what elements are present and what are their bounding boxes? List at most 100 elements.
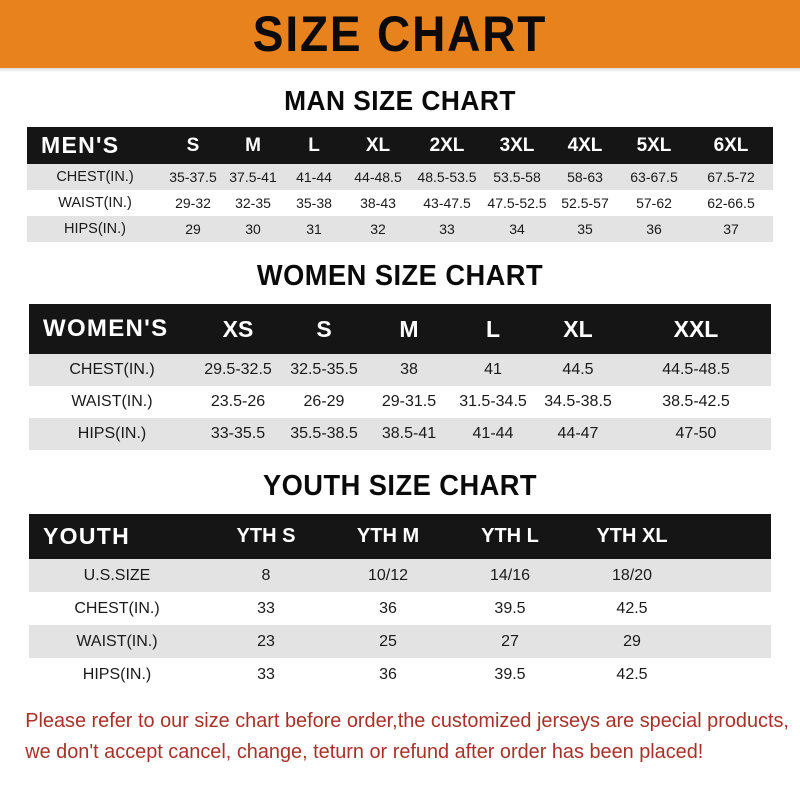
youth-cell: 42.5 xyxy=(571,658,693,691)
men-cell: 52.5-57 xyxy=(551,190,619,216)
men-cell: 34 xyxy=(483,216,551,242)
men-header-label: MEN'S xyxy=(27,127,163,164)
women-cell: 31.5-34.5 xyxy=(451,386,535,418)
women-cell: 33-35.5 xyxy=(195,418,281,450)
men-cell: 57-62 xyxy=(619,190,689,216)
men-cell: 35-37.5 xyxy=(163,164,223,190)
youth-cell: 33 xyxy=(205,658,327,691)
men-cell: 62-66.5 xyxy=(689,190,773,216)
men-cell: 29 xyxy=(163,216,223,242)
men-header-row: MEN'S S M L XL 2XL 3XL 4XL 5XL 6XL xyxy=(27,127,773,164)
table-row: CHEST(IN.) 33 36 39.5 42.5 xyxy=(29,592,771,625)
men-cell: 67.5-72 xyxy=(689,164,773,190)
women-cell: 38 xyxy=(367,354,451,386)
men-cell: 43-47.5 xyxy=(411,190,483,216)
men-size-table: MEN'S S M L XL 2XL 3XL 4XL 5XL 6XL CHEST… xyxy=(27,127,773,242)
men-col-header: 6XL xyxy=(689,127,773,164)
page-title: SIZE CHART xyxy=(252,6,548,62)
men-cell: 29-32 xyxy=(163,190,223,216)
youth-cell-filler xyxy=(693,625,771,658)
table-row: HIPS(IN.) 33-35.5 35.5-38.5 38.5-41 41-4… xyxy=(29,418,771,450)
women-cell: 44-47 xyxy=(535,418,621,450)
table-row: WAIST(IN.) 23 25 27 29 xyxy=(29,625,771,658)
men-col-header: 5XL xyxy=(619,127,689,164)
table-row: HIPS(IN.) 33 36 39.5 42.5 xyxy=(29,658,771,691)
women-cell: 32.5-35.5 xyxy=(281,354,367,386)
youth-cell-filler xyxy=(693,658,771,691)
men-cell: 32 xyxy=(345,216,411,242)
youth-cell: 36 xyxy=(327,592,449,625)
youth-cell: 36 xyxy=(327,658,449,691)
youth-cell: 42.5 xyxy=(571,592,693,625)
men-cell: 35-38 xyxy=(283,190,345,216)
table-row: U.S.SIZE 8 10/12 14/16 18/20 xyxy=(29,559,771,592)
women-col-header: XXL xyxy=(621,304,771,354)
women-cell: 38.5-41 xyxy=(367,418,451,450)
banner-shadow xyxy=(0,68,800,72)
youth-cell: 14/16 xyxy=(449,559,571,592)
disclaimer-line-1: Please refer to our size chart before or… xyxy=(25,709,789,732)
women-cell: 23.5-26 xyxy=(195,386,281,418)
youth-col-header: YTH L xyxy=(449,514,571,559)
men-cell: 47.5-52.5 xyxy=(483,190,551,216)
men-cell: 48.5-53.5 xyxy=(411,164,483,190)
youth-cell: 29 xyxy=(571,625,693,658)
women-section: WOMEN SIZE CHART WOMEN'S XS S M L XL XXL… xyxy=(0,260,800,450)
men-cell: 44-48.5 xyxy=(345,164,411,190)
youth-header-row: YOUTH YTH S YTH M YTH L YTH XL xyxy=(29,514,771,559)
women-cell: 41 xyxy=(451,354,535,386)
men-cell: 53.5-58 xyxy=(483,164,551,190)
women-cell: 29.5-32.5 xyxy=(195,354,281,386)
women-header-label: WOMEN'S xyxy=(29,304,195,354)
men-cell: 30 xyxy=(223,216,283,242)
women-col-header: XL xyxy=(535,304,621,354)
women-cell: 41-44 xyxy=(451,418,535,450)
men-col-header: S xyxy=(163,127,223,164)
men-cell: 35 xyxy=(551,216,619,242)
table-row: WAIST(IN.) 23.5-26 26-29 29-31.5 31.5-34… xyxy=(29,386,771,418)
women-col-header: L xyxy=(451,304,535,354)
men-col-header: XL xyxy=(345,127,411,164)
youth-row-label: CHEST(IN.) xyxy=(29,592,205,625)
men-cell: 38-43 xyxy=(345,190,411,216)
women-row-label: CHEST(IN.) xyxy=(29,354,195,386)
page-banner: SIZE CHART xyxy=(0,0,800,68)
women-cell: 44.5 xyxy=(535,354,621,386)
men-col-header: 4XL xyxy=(551,127,619,164)
men-col-header: L xyxy=(283,127,345,164)
youth-header-filler xyxy=(693,514,771,559)
women-row-label: HIPS(IN.) xyxy=(29,418,195,450)
table-row: WAIST(IN.) 29-32 32-35 35-38 38-43 43-47… xyxy=(27,190,773,216)
men-cell: 41-44 xyxy=(283,164,345,190)
men-row-label: HIPS(IN.) xyxy=(27,216,163,242)
men-cell: 37 xyxy=(689,216,773,242)
men-cell: 33 xyxy=(411,216,483,242)
women-header-row: WOMEN'S XS S M L XL XXL xyxy=(29,304,771,354)
disclaimer-line-2: we don't accept cancel, change, teturn o… xyxy=(25,740,704,763)
youth-row-label: HIPS(IN.) xyxy=(29,658,205,691)
youth-cell: 39.5 xyxy=(449,592,571,625)
women-cell: 34.5-38.5 xyxy=(535,386,621,418)
youth-cell: 10/12 xyxy=(327,559,449,592)
women-cell: 26-29 xyxy=(281,386,367,418)
men-col-header: 3XL xyxy=(483,127,551,164)
youth-cell: 8 xyxy=(205,559,327,592)
women-col-header: XS xyxy=(195,304,281,354)
youth-row-label: U.S.SIZE xyxy=(29,559,205,592)
men-section: MAN SIZE CHART MEN'S S M L XL 2XL 3XL 4X… xyxy=(0,85,800,242)
youth-col-header: YTH XL xyxy=(571,514,693,559)
youth-size-table: YOUTH YTH S YTH M YTH L YTH XL U.S.SIZE … xyxy=(29,514,771,691)
youth-cell: 27 xyxy=(449,625,571,658)
men-cell: 36 xyxy=(619,216,689,242)
men-cell: 32-35 xyxy=(223,190,283,216)
women-cell: 38.5-42.5 xyxy=(621,386,771,418)
youth-cell: 33 xyxy=(205,592,327,625)
women-col-header: M xyxy=(367,304,451,354)
table-row: HIPS(IN.) 29 30 31 32 33 34 35 36 37 xyxy=(27,216,773,242)
youth-section: YOUTH SIZE CHART YOUTH YTH S YTH M YTH L… xyxy=(0,470,800,691)
men-cell: 37.5-41 xyxy=(223,164,283,190)
youth-cell-filler xyxy=(693,559,771,592)
women-col-header: S xyxy=(281,304,367,354)
men-cell: 31 xyxy=(283,216,345,242)
youth-row-label: WAIST(IN.) xyxy=(29,625,205,658)
